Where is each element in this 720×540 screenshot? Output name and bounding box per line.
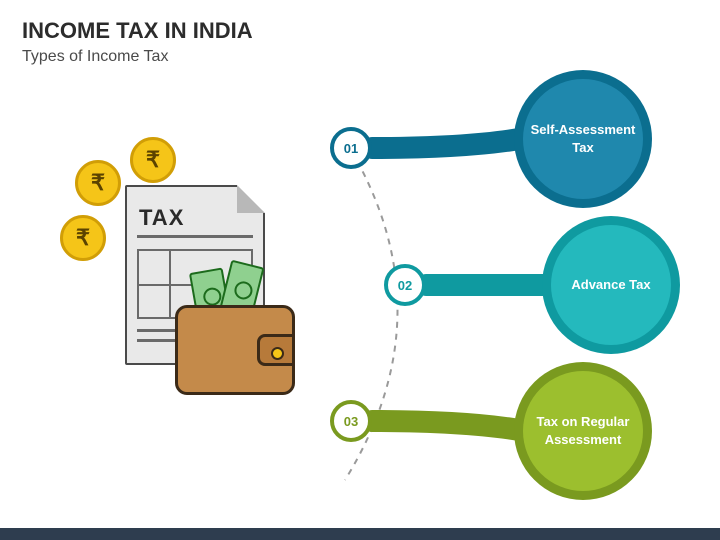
tax-type-label: Self-Assessment Tax bbox=[524, 121, 642, 156]
step-number: 03 bbox=[344, 414, 358, 429]
tax-illustration: ₹ ₹ ₹ TAX bbox=[85, 155, 315, 415]
tax-type-circle: Self-Assessment Tax bbox=[514, 70, 652, 208]
tax-type-label: Advance Tax bbox=[571, 276, 650, 294]
step-number-badge: 03 bbox=[330, 400, 372, 442]
step-number: 02 bbox=[398, 278, 412, 293]
bottom-bar bbox=[0, 528, 720, 540]
coin-icon: ₹ bbox=[60, 215, 106, 261]
tax-type-circle: Tax on Regular Assessment bbox=[514, 362, 652, 500]
step-number-badge: 02 bbox=[384, 264, 426, 306]
wallet-icon bbox=[175, 305, 295, 395]
step-number-badge: 01 bbox=[330, 127, 372, 169]
coin-icon: ₹ bbox=[75, 160, 121, 206]
doc-heading: TAX bbox=[139, 205, 184, 231]
tax-type-label: Tax on Regular Assessment bbox=[524, 413, 642, 448]
page-subtitle: Types of Income Tax bbox=[0, 48, 720, 66]
tax-type-circle: Advance Tax bbox=[542, 216, 680, 354]
coin-icon: ₹ bbox=[130, 137, 176, 183]
step-number: 01 bbox=[344, 141, 358, 156]
page-title: INCOME TAX IN INDIA bbox=[0, 0, 720, 48]
